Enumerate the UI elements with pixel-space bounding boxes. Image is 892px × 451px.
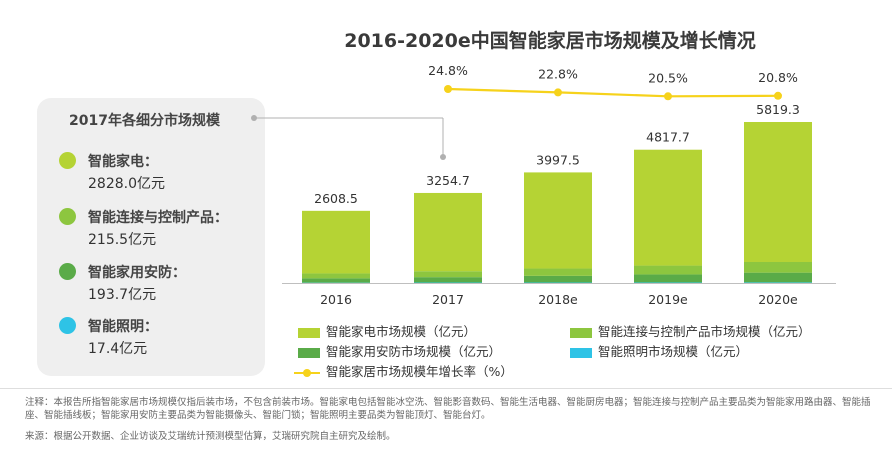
connector-dot bbox=[251, 115, 257, 121]
bar-segment bbox=[744, 261, 812, 273]
bar-segment bbox=[302, 210, 370, 274]
segment-name: 智能家用安防： bbox=[88, 265, 186, 281]
segment-panel bbox=[37, 98, 265, 376]
growth-label: 20.8% bbox=[758, 70, 798, 85]
segment-dot-icon bbox=[59, 208, 76, 225]
segment-value: 215.5亿元 bbox=[88, 232, 157, 248]
bar-segment bbox=[634, 282, 702, 283]
bar-segment bbox=[524, 268, 592, 276]
bar-total-label: 3254.7 bbox=[426, 173, 470, 188]
bar-segment bbox=[634, 274, 702, 283]
growth-point bbox=[664, 92, 672, 101]
bar-segment bbox=[302, 278, 370, 283]
footer-divider bbox=[0, 388, 892, 389]
bar-segment bbox=[524, 172, 592, 269]
bar-segment bbox=[634, 265, 702, 275]
bar-total-label: 3997.5 bbox=[536, 152, 580, 167]
segment-name: 智能照明： bbox=[88, 319, 158, 335]
segment-panel-title: 2017年各细分市场规模 bbox=[69, 113, 220, 129]
bar-segment bbox=[634, 149, 702, 266]
segment-value: 17.4亿元 bbox=[88, 341, 148, 357]
segment-name: 智能连接与控制产品： bbox=[88, 210, 228, 226]
bar-segment bbox=[414, 192, 482, 272]
bar-total-label: 2608.5 bbox=[314, 191, 358, 206]
bar-segment bbox=[302, 273, 370, 279]
growth-point bbox=[444, 85, 452, 93]
chart-title: 2016-2020e中国智能家居市场规模及增长情况 bbox=[344, 30, 756, 52]
segment-name: 智能家电： bbox=[88, 154, 158, 170]
segment-value: 193.7亿元 bbox=[88, 287, 157, 303]
x-tick-label: 2019e bbox=[648, 292, 688, 307]
growth-label: 20.5% bbox=[648, 70, 688, 85]
segment-dot-icon bbox=[59, 263, 76, 280]
x-tick-label: 2018e bbox=[538, 292, 578, 307]
growth-point bbox=[554, 88, 562, 97]
bar-total-label: 4817.7 bbox=[646, 130, 690, 145]
connector-dot bbox=[440, 154, 446, 160]
bar-segment bbox=[524, 275, 592, 283]
growth-label: 24.8% bbox=[428, 63, 468, 78]
segment-value: 2828.0亿元 bbox=[88, 176, 165, 192]
bar-segment bbox=[744, 282, 812, 283]
x-tick-label: 2020e bbox=[758, 292, 798, 307]
x-tick-label: 2017 bbox=[432, 292, 464, 307]
growth-point bbox=[774, 91, 782, 100]
bar-segment bbox=[744, 121, 812, 262]
segment-dot-icon bbox=[59, 152, 76, 169]
bar-segment bbox=[414, 271, 482, 278]
growth-label: 22.8% bbox=[538, 66, 578, 81]
growth-line bbox=[447, 87, 779, 98]
source-note: 来源：根据公开数据、企业访谈及艾瑞统计预测模型估算，艾瑞研究院自主研究及绘制。 bbox=[25, 431, 396, 442]
x-tick-label: 2016 bbox=[320, 292, 352, 307]
segment-dot-icon bbox=[59, 317, 76, 334]
bar-total-label: 5819.3 bbox=[756, 102, 800, 117]
footnote: 注释：本报告所指智能家居市场规模仅指后装市场，不包含前装市场。智能家电包括智能冰… bbox=[25, 397, 871, 421]
bar-segment bbox=[744, 272, 812, 283]
bar-segment bbox=[414, 277, 482, 283]
